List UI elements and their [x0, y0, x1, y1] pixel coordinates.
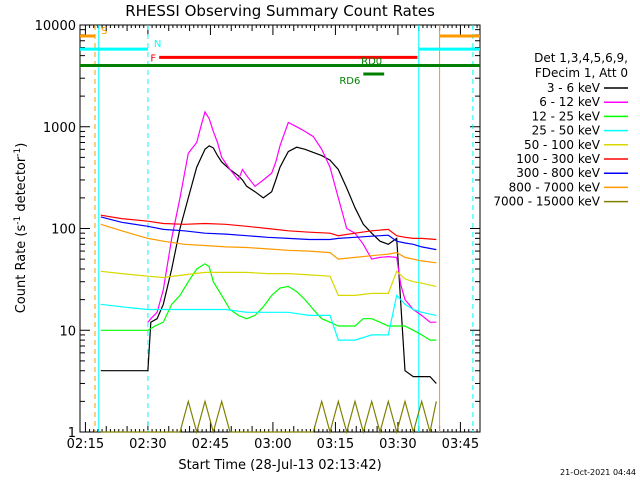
x-tick-label: 03:00 — [254, 437, 291, 452]
series-line — [100, 214, 437, 241]
x-tick-label: 03:30 — [379, 437, 416, 452]
legend-label: 25 - 50 keV — [532, 124, 601, 138]
y-axis-label-sup1: -1 — [13, 216, 23, 225]
status-bar-label: F — [150, 53, 156, 64]
x-tick-label: 02:45 — [192, 437, 229, 452]
legend-label: 800 - 7000 keV — [509, 180, 601, 194]
status-bar-label: RD0 — [361, 56, 382, 67]
legend-label: 3 - 6 keV — [547, 81, 601, 95]
y-tick-label: 1 — [68, 426, 76, 441]
series-line — [100, 263, 437, 341]
legend-header-line-1: Det 1,3,4,5,6,9, — [534, 51, 628, 65]
legend-label: 100 - 300 keV — [516, 152, 600, 166]
y-axis-label-c: ) — [14, 143, 29, 148]
x-axis-label: Start Time (28-Jul-13 02:13:42) — [178, 458, 381, 473]
series-line — [100, 145, 437, 384]
y-tick-label: 10000 — [35, 19, 76, 34]
plot-layer: 1 10 100 1000 10000 02:15 02:30 02:45 03:00 03:15… — [35, 19, 628, 452]
legend-label: 12 - 25 keV — [532, 109, 601, 123]
legend-label: 6 - 12 keV — [539, 95, 601, 109]
x-tick-label: 03:15 — [317, 437, 354, 452]
series-line — [100, 223, 437, 264]
status-bar-label: RD6 — [339, 76, 360, 87]
status-bar-label: N — [154, 39, 161, 50]
status-bar-label: S — [101, 26, 107, 37]
y-tick-label: 10 — [59, 324, 76, 339]
y-axis-label: Count Rate (s-1 detector-1) — [13, 143, 29, 314]
legend-label: 300 - 800 keV — [516, 166, 600, 180]
y-axis-label-sup2: -1 — [13, 148, 23, 157]
series-line — [100, 270, 437, 296]
series-line — [100, 399, 437, 435]
y-axis-label-b: detector — [14, 156, 29, 216]
series-line — [100, 216, 437, 251]
series-line — [100, 294, 437, 341]
legend-label: 50 - 100 keV — [524, 138, 601, 152]
chart-title: RHESSI Observing Summary Count Rates — [125, 2, 435, 20]
y-tick-label: 100 — [51, 223, 76, 238]
footer-timestamp: 21-Oct-2021 04:44 — [560, 468, 636, 477]
y-axis-label-a: Count Rate (s — [14, 225, 29, 314]
legend-label: 7000 - 15000 keV — [493, 195, 600, 209]
legend-header-line-2: FDecim 1, Att 0 — [535, 66, 628, 80]
y-tick-label: 1000 — [43, 121, 76, 136]
x-tick-label: 02:15 — [67, 437, 104, 452]
x-tick-label: 03:45 — [442, 437, 479, 452]
x-tick-label: 02:30 — [129, 437, 166, 452]
series-line — [147, 110, 437, 323]
